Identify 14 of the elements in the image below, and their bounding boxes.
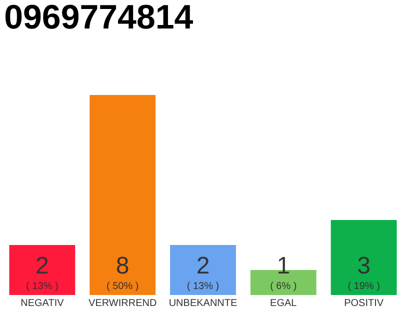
data-label: 2 ( 13% ) <box>26 252 58 292</box>
data-label: 8 ( 50% ) <box>106 252 139 292</box>
x-tick-label: VERWIRREND <box>88 298 157 309</box>
bar <box>170 245 236 295</box>
bar <box>330 220 397 295</box>
x-tick-label: NEGATIV <box>20 298 64 309</box>
data-label: 3 ( 19% ) <box>348 252 380 292</box>
chart-title: 0969774814 <box>4 0 194 37</box>
bar <box>9 245 76 295</box>
x-tick-label: UNBEKANNTE <box>168 298 238 309</box>
x-tick-label: POSITIV <box>344 298 384 309</box>
data-label: 2 ( 13% ) <box>186 252 220 292</box>
x-tick-label: EGAL <box>270 298 298 309</box>
bar <box>90 95 156 295</box>
